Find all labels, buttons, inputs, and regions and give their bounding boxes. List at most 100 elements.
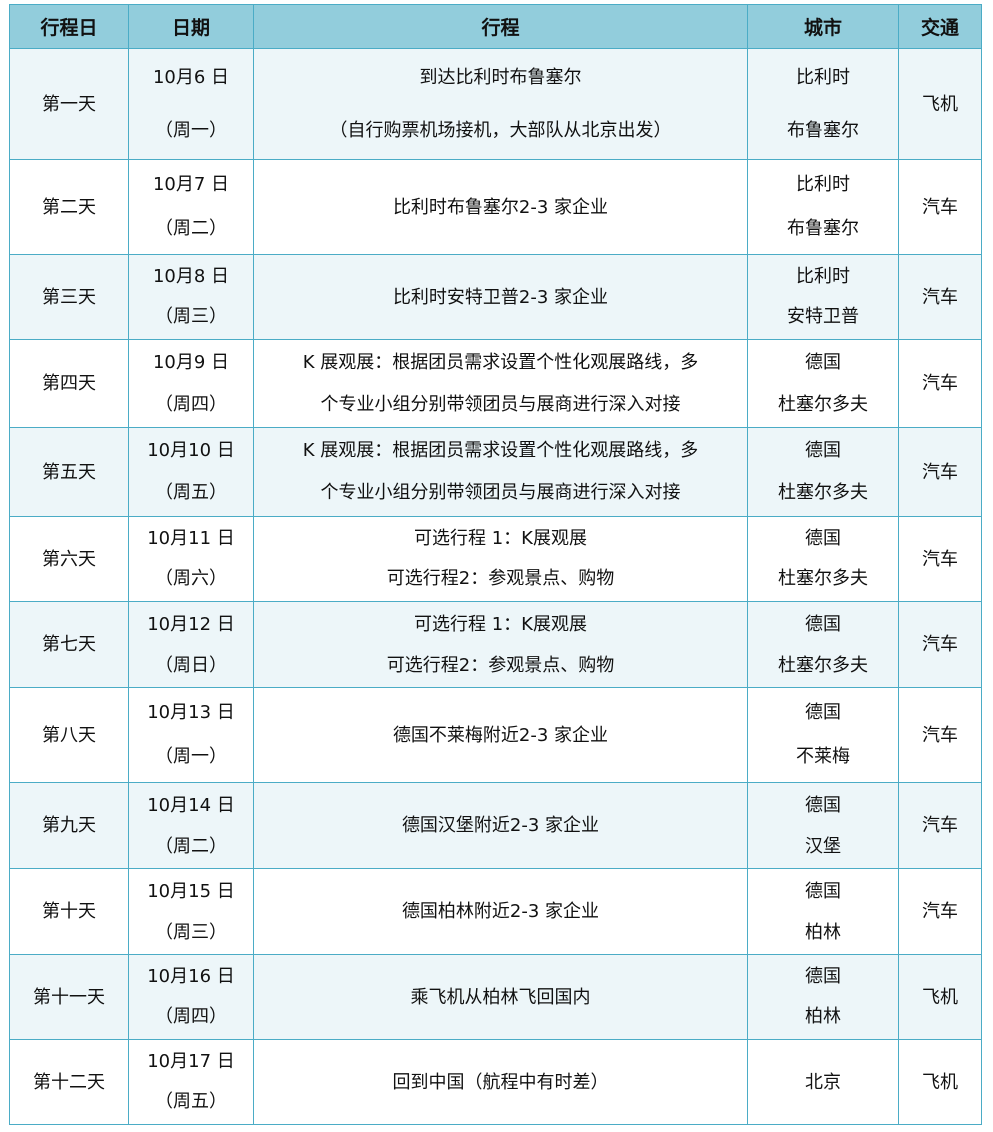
plan-cell-line: 比利时布鲁塞尔2-3 家企业 [392, 196, 609, 218]
table-row: 第三天 10月8 日 （周三） 比利时安特卫普2-3 家企业 比利时 安特卫普 汽车 [9, 254, 982, 340]
city-cell: 德国 杜塞尔多夫 [747, 427, 899, 517]
city-cell-line: 北京 [805, 1071, 841, 1093]
day-cell: 第十一天 [9, 954, 129, 1040]
plan-cell-line: 个专业小组分别带领团员与展商进行深入对接 [320, 482, 681, 503]
date-cell-line: 10月13 日 [147, 702, 235, 723]
city-cell-line: 柏林 [805, 921, 841, 943]
plan-cell-line: 可选行程2：参观景点、购物 [386, 654, 615, 676]
transport-cell-line: 汽车 [922, 196, 958, 218]
table-row: 第十一天 10月16 日 （周四） 乘飞机从柏林飞回国内 德国 柏林 飞机 [9, 954, 982, 1040]
transport-cell: 汽车 [898, 339, 982, 428]
transport-cell: 飞机 [898, 48, 982, 160]
transport-cell: 汽车 [898, 159, 982, 255]
day-cell-line: 第十一天 [33, 986, 105, 1008]
plan-cell: 到达比利时布鲁塞尔 （自行购票机场接机，大部队从北京出发） [253, 48, 748, 160]
date-cell: 10月9 日 （周四） [128, 339, 254, 428]
date-cell: 10月11 日 （周六） [128, 516, 254, 602]
date-cell-line: （周三） [155, 306, 227, 327]
header-city: 城市 [747, 4, 899, 49]
city-cell-line: 杜塞尔多夫 [778, 654, 868, 676]
day-cell: 第九天 [9, 782, 129, 869]
date-cell-line: 10月9 日 [152, 351, 230, 373]
date-cell-line: （周五） [155, 482, 227, 503]
city-cell-line: 布鲁塞尔 [787, 120, 859, 141]
table-row: 第八天 10月13 日 （周一） 德国不莱梅附近2-3 家企业 德国 不莱梅 汽车 [9, 687, 982, 783]
date-cell-line: （周一） [155, 120, 227, 141]
transport-cell-line: 汽车 [922, 286, 958, 308]
transport-cell: 汽车 [898, 687, 982, 783]
city-cell: 德国 汉堡 [747, 782, 899, 869]
city-cell: 比利时 布鲁塞尔 [747, 159, 899, 255]
transport-cell-line: 飞机 [922, 93, 958, 115]
city-cell-line: 德国 [805, 880, 841, 902]
date-cell: 10月10 日 （周五） [128, 427, 254, 517]
plan-cell-line: K 展观展：根据团员需求设置个性化观展路线，多 [302, 351, 699, 373]
city-cell-line: 德国 [805, 351, 841, 373]
city-cell-line: 汉堡 [805, 835, 841, 857]
plan-cell: K 展观展：根据团员需求设置个性化观展路线，多 个专业小组分别带领团员与展商进行深… [253, 427, 748, 517]
transport-cell-line: 汽车 [922, 634, 958, 655]
day-cell: 第六天 [9, 516, 129, 602]
city-cell: 比利时 布鲁塞尔 [747, 48, 899, 160]
day-cell-line: 第八天 [42, 724, 96, 746]
transport-cell-line: 汽车 [922, 461, 958, 483]
date-cell-line: 10月10 日 [147, 439, 235, 461]
city-cell-line: 布鲁塞尔 [787, 218, 859, 239]
transport-cell-line: 汽车 [922, 548, 958, 570]
header-row: 行程日 日期 行程 城市 交通 [9, 4, 982, 49]
header-plan: 行程 [253, 4, 748, 49]
day-cell-line: 第十二天 [33, 1071, 105, 1093]
transport-cell: 汽车 [898, 254, 982, 340]
date-cell: 10月8 日 （周三） [128, 254, 254, 340]
transport-cell-line: 汽车 [922, 815, 958, 836]
plan-cell-line: 可选行程 1：K展观展 [414, 527, 587, 549]
day-cell-line: 第六天 [42, 548, 96, 570]
city-cell: 北京 [747, 1039, 899, 1125]
date-cell-line: 10月8 日 [152, 265, 230, 287]
day-cell-line: 第九天 [42, 815, 96, 836]
day-cell-line: 第七天 [42, 634, 96, 655]
day-cell-line: 第五天 [42, 461, 96, 483]
city-cell: 比利时 安特卫普 [747, 254, 899, 340]
plan-cell: 德国不莱梅附近2-3 家企业 [253, 687, 748, 783]
transport-cell-line: 飞机 [922, 1071, 958, 1093]
day-cell: 第五天 [9, 427, 129, 517]
date-cell: 10月16 日 （周四） [128, 954, 254, 1040]
city-cell-line: 杜塞尔多夫 [778, 482, 868, 503]
table-row: 第二天 10月7 日 （周二） 比利时布鲁塞尔2-3 家企业 比利时 布鲁塞尔 汽车 [9, 159, 982, 255]
day-cell: 第十二天 [9, 1039, 129, 1125]
transport-cell: 汽车 [898, 782, 982, 869]
date-cell-line: （周四） [155, 393, 227, 415]
city-cell: 德国 柏林 [747, 868, 899, 955]
date-cell-line: 10月12 日 [147, 613, 235, 635]
date-cell: 10月6 日 （周一） [128, 48, 254, 160]
date-cell-line: 10月17 日 [147, 1050, 235, 1072]
plan-cell: 德国汉堡附近2-3 家企业 [253, 782, 748, 869]
transport-cell: 汽车 [898, 601, 982, 688]
city-cell: 德国 杜塞尔多夫 [747, 339, 899, 428]
table-row: 第十天 10月15 日 （周三） 德国柏林附近2-3 家企业 德国 柏林 汽车 [9, 868, 982, 955]
day-cell: 第十天 [9, 868, 129, 955]
date-cell: 10月13 日 （周一） [128, 687, 254, 783]
date-cell: 10月17 日 （周五） [128, 1039, 254, 1125]
plan-cell-line: 个专业小组分别带领团员与展商进行深入对接 [320, 393, 681, 415]
date-cell-line: 10月16 日 [147, 965, 235, 987]
header-date: 日期 [128, 4, 254, 49]
header-transport: 交通 [898, 4, 982, 49]
transport-cell: 汽车 [898, 516, 982, 602]
date-cell-line: 10月11 日 [147, 527, 235, 549]
header-day: 行程日 [9, 4, 129, 49]
plan-cell: 乘飞机从柏林飞回国内 [253, 954, 748, 1040]
plan-cell-line: 德国汉堡附近2-3 家企业 [401, 815, 600, 836]
table-row: 第一天 10月6 日 （周一） 到达比利时布鲁塞尔 （自行购票机场接机，大部队从北京出发… [9, 48, 982, 160]
plan-cell: 德国柏林附近2-3 家企业 [253, 868, 748, 955]
transport-cell: 飞机 [898, 1039, 982, 1125]
plan-cell-line: K 展观展：根据团员需求设置个性化观展路线，多 [302, 439, 699, 461]
date-cell-line: 10月15 日 [147, 880, 235, 902]
date-cell-line: （周四） [155, 1006, 227, 1027]
plan-cell: K 展观展：根据团员需求设置个性化观展路线，多 个专业小组分别带领团员与展商进行深… [253, 339, 748, 428]
date-cell-line: 10月14 日 [147, 794, 235, 816]
city-cell-line: 安特卫普 [787, 306, 859, 327]
plan-cell-line: 德国柏林附近2-3 家企业 [401, 901, 600, 922]
city-cell: 德国 不莱梅 [747, 687, 899, 783]
